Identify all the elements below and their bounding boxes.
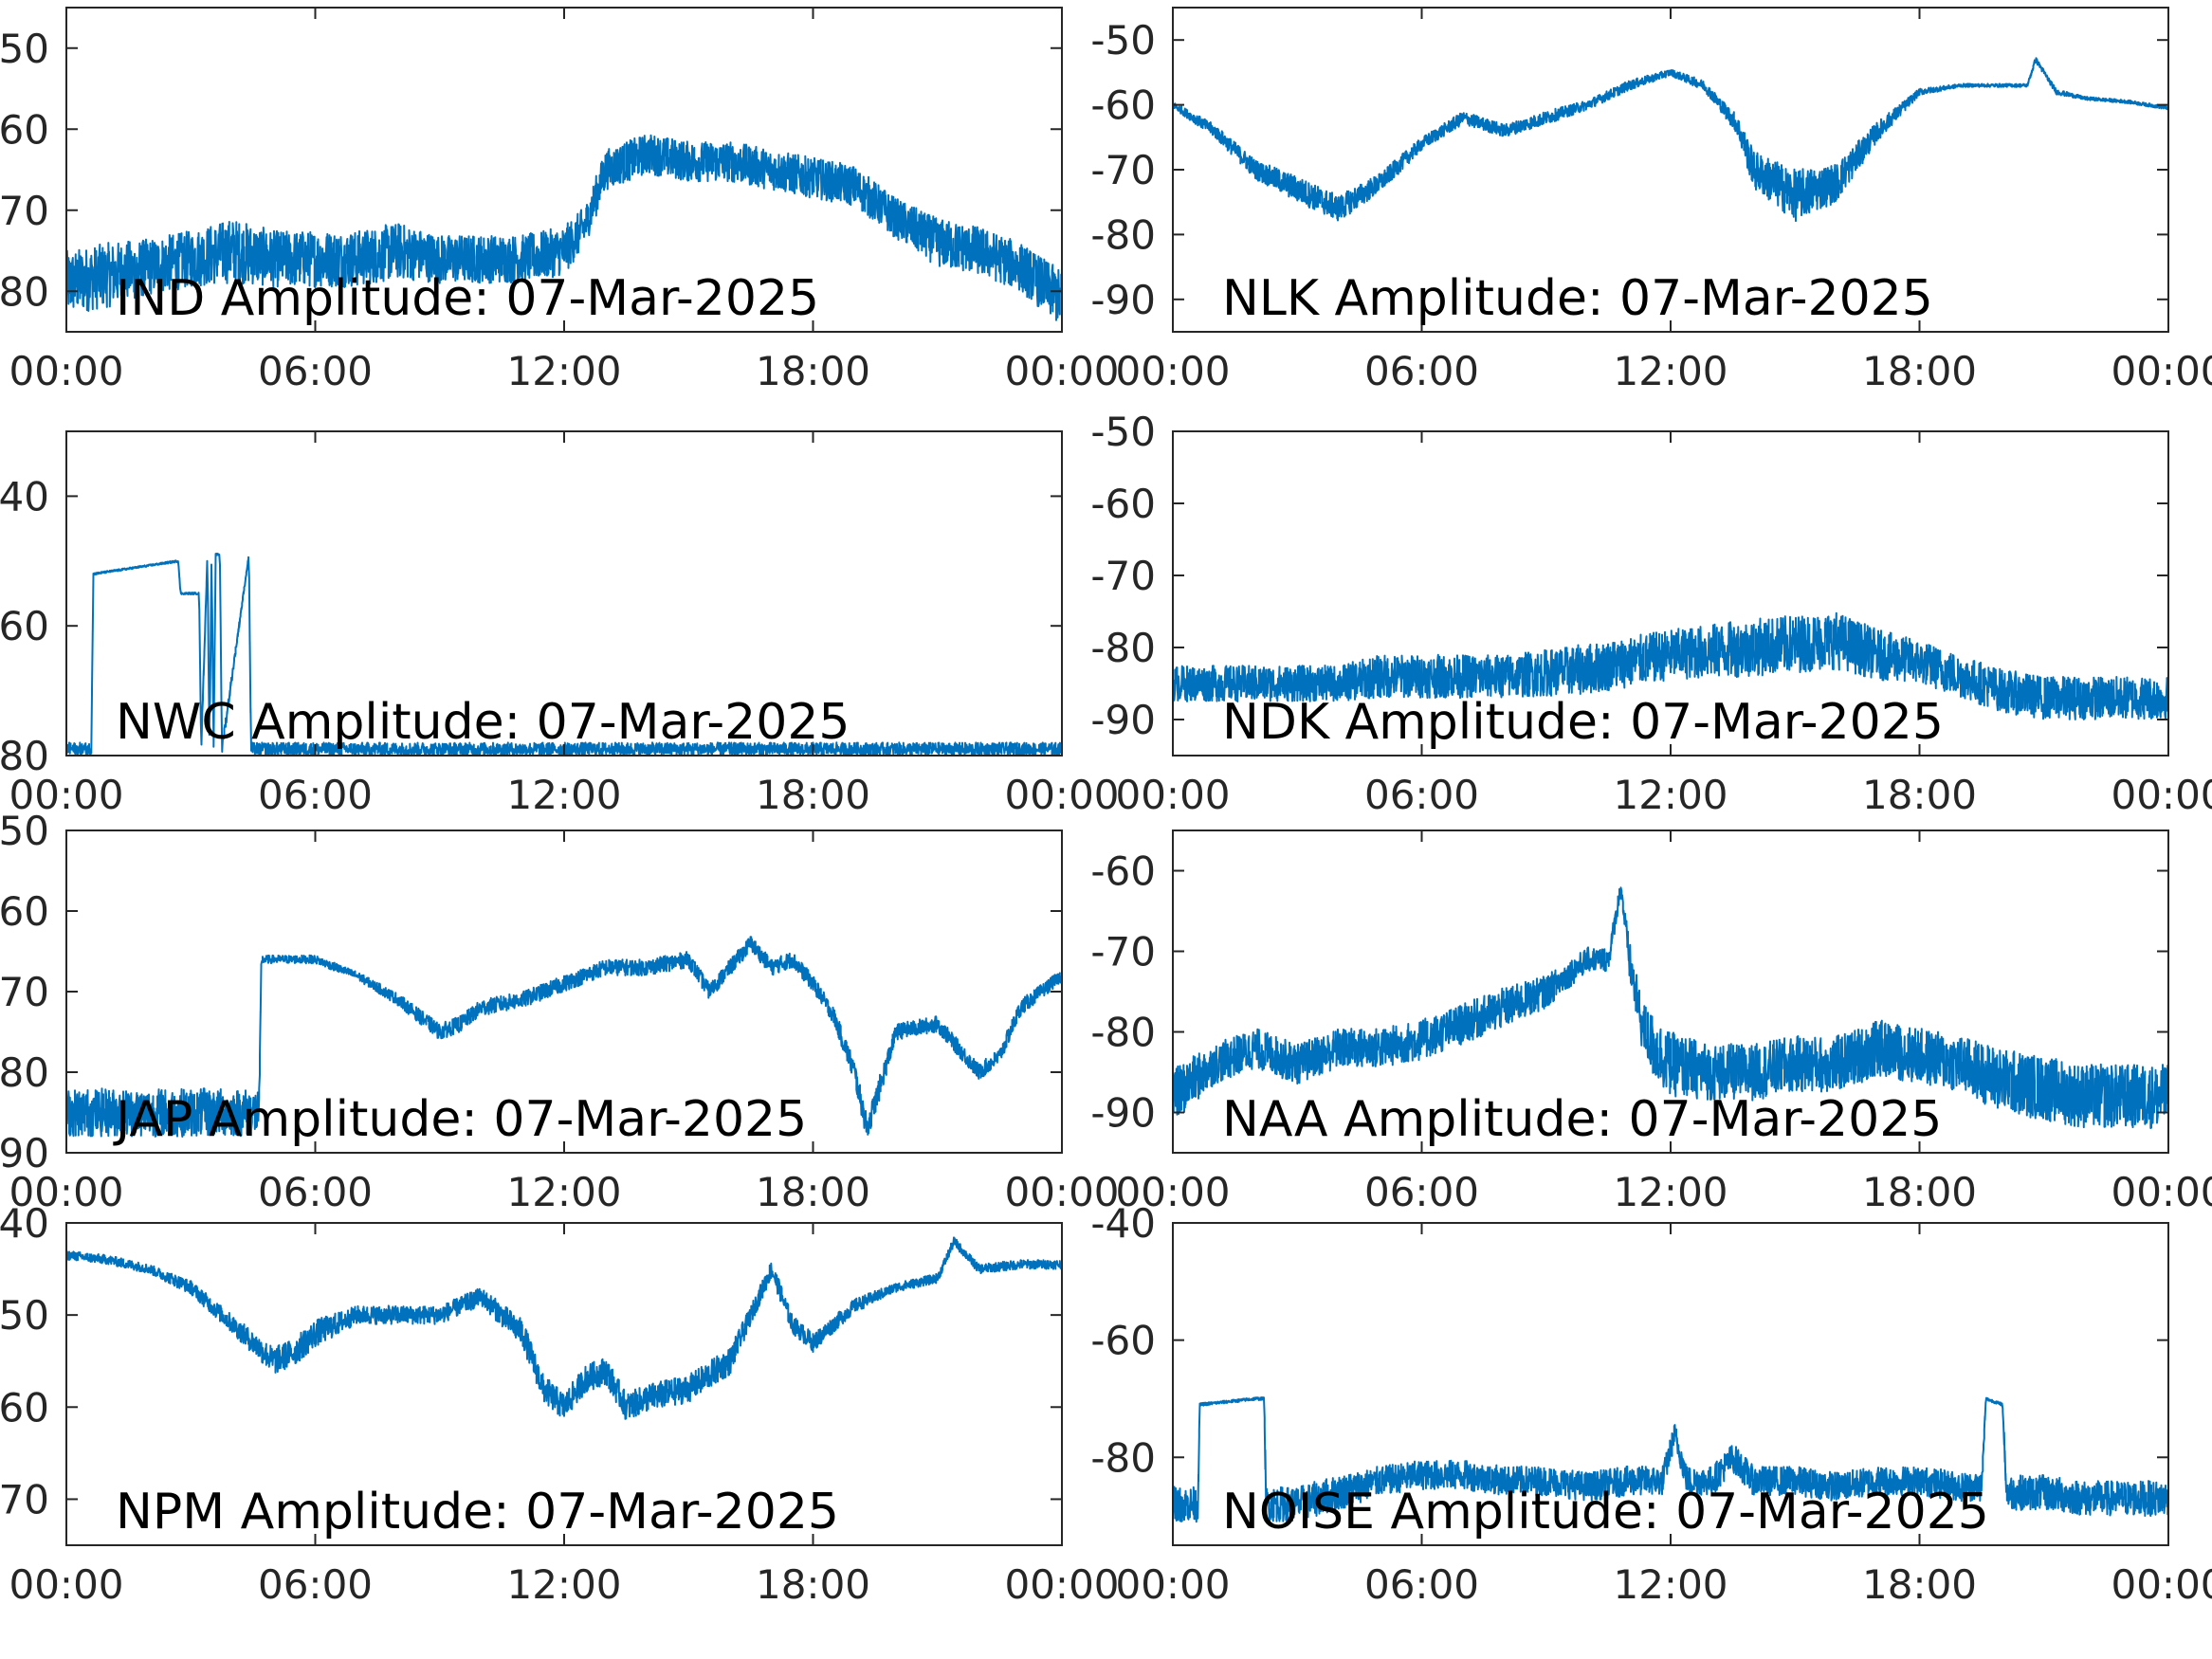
x-tick-label: 06:00 (1364, 772, 1479, 818)
x-tick-label: 00:00 (9, 1561, 123, 1608)
y-tick-label: 70 (0, 188, 49, 234)
y-tick-label: -50 (1090, 409, 1156, 455)
x-tick-label: 18:00 (756, 772, 870, 818)
x-tick-label: 00:00 (2111, 772, 2212, 818)
y-tick-label: -90 (1090, 1090, 1156, 1137)
x-tick-label: 00:00 (1004, 772, 1119, 818)
y-tick-label: 60 (0, 603, 49, 649)
x-tick-label: 12:00 (1613, 1561, 1728, 1608)
y-tick-label: -70 (1090, 553, 1156, 599)
y-tick-label: 90 (0, 1130, 49, 1176)
x-tick-label: 18:00 (1862, 1561, 1977, 1608)
y-tick-label: -70 (1090, 147, 1156, 193)
x-tick-label: 12:00 (1613, 772, 1728, 818)
x-tick-label: 00:00 (1115, 772, 1230, 818)
chart-panel-4: 00:00 06:00 12:00 18:00 00:00 -50 -60 -70 -80 -90… (1090, 409, 2212, 818)
x-tick-label: 12:00 (506, 772, 621, 818)
chart-panel-3: 00:00 06:00 12:00 18:00 00:00 40 60 80 NWC Ampli… (0, 430, 1120, 818)
y-tick-label: -50 (1090, 17, 1156, 64)
y-tick-label: -80 (1090, 1010, 1156, 1056)
x-tick-label: 00:00 (9, 348, 123, 394)
y-tick-label: 80 (0, 1049, 49, 1096)
y-tick-label: -90 (1090, 277, 1156, 323)
y-tick-label: 60 (0, 1384, 49, 1431)
series-line (66, 1236, 1062, 1420)
series-line (1173, 1396, 2168, 1523)
y-tick-label: 70 (0, 969, 49, 1015)
panel-title: JAP Amplitude: 07-Mar-2025 (113, 1091, 807, 1148)
y-tick-label: -70 (1090, 929, 1156, 975)
x-tick-label: 18:00 (1862, 348, 1977, 394)
y-tick-label: 70 (0, 1476, 49, 1522)
y-tick-label: -60 (1090, 481, 1156, 527)
x-tick-label: 00:00 (1115, 1561, 1230, 1608)
series-line (66, 936, 1062, 1138)
y-tick-label: 60 (0, 888, 49, 935)
chart-panel-8: 00:00 06:00 12:00 18:00 00:00 -40 -60 -80 NOISE … (1090, 1200, 2212, 1608)
x-tick-label: 18:00 (756, 1561, 870, 1608)
y-tick-label: 50 (0, 808, 49, 854)
y-tick-label: 60 (0, 106, 49, 153)
series-line (1173, 886, 2168, 1129)
y-tick-label: -90 (1090, 697, 1156, 743)
chart-panel-6: 00:00 06:00 12:00 18:00 00:00 -60 -70 -80 -90 NAA… (1090, 830, 2212, 1215)
x-tick-label: 12:00 (1613, 1169, 1728, 1215)
panel-title: NOISE Amplitude: 07-Mar-2025 (1222, 1484, 1989, 1540)
x-tick-label: 00:00 (2111, 1561, 2212, 1608)
y-tick-label: -40 (1090, 1200, 1156, 1247)
series-line (1173, 57, 2168, 223)
x-tick-label: 18:00 (756, 1169, 870, 1215)
y-tick-label: 40 (0, 1200, 49, 1247)
panel-title: NAA Amplitude: 07-Mar-2025 (1222, 1091, 1942, 1148)
x-tick-label: 00:00 (1004, 348, 1119, 394)
panel-title: NLK Amplitude: 07-Mar-2025 (1222, 270, 1933, 327)
x-tick-label: 18:00 (756, 348, 870, 394)
y-tick-label: 80 (0, 268, 49, 315)
series-line (66, 134, 1062, 321)
y-tick-label: -60 (1090, 848, 1156, 895)
x-tick-label: 00:00 (2111, 1169, 2212, 1215)
series-line (1173, 611, 2168, 720)
chart-panel-1: 00:00 06:00 12:00 18:00 00:00 50 60 70 80 IND Amp… (0, 7, 1120, 394)
chart-panel-2: 00:00 06:00 12:00 18:00 00:00 -50 -60 -70 -80 -90… (1090, 7, 2212, 394)
y-tick-label: -60 (1090, 82, 1156, 129)
y-tick-label: 50 (0, 1292, 49, 1339)
x-tick-label: 12:00 (506, 1169, 621, 1215)
panel-title: IND Amplitude: 07-Mar-2025 (116, 270, 819, 327)
x-tick-label: 00:00 (1115, 348, 1230, 394)
y-tick-label: 80 (0, 733, 49, 779)
y-tick-label: 40 (0, 473, 49, 520)
y-tick-label: 50 (0, 26, 49, 72)
y-tick-label: -80 (1090, 1434, 1156, 1481)
panel-title: NDK Amplitude: 07-Mar-2025 (1222, 694, 1944, 751)
panel-title: NPM Amplitude: 07-Mar-2025 (116, 1484, 839, 1540)
x-tick-label: 12:00 (1613, 348, 1728, 394)
x-tick-label: 06:00 (1364, 1561, 1479, 1608)
x-tick-label: 18:00 (1862, 772, 1977, 818)
x-tick-label: 06:00 (258, 348, 373, 394)
x-tick-label: 00:00 (1115, 1169, 1230, 1215)
x-tick-label: 00:00 (9, 1169, 123, 1215)
y-tick-label: -60 (1090, 1318, 1156, 1364)
y-tick-label: -80 (1090, 625, 1156, 671)
x-tick-label: 06:00 (258, 1561, 373, 1608)
y-tick-label: -80 (1090, 211, 1156, 258)
x-tick-label: 00:00 (2111, 348, 2212, 394)
chart-panel-5: 00:00 06:00 12:00 18:00 00:00 50 60 70 80 90 JAP A… (0, 808, 1120, 1215)
x-tick-label: 00:00 (9, 772, 123, 818)
x-tick-label: 06:00 (1364, 348, 1479, 394)
x-tick-label: 00:00 (1004, 1561, 1119, 1608)
panel-title: NWC Amplitude: 07-Mar-2025 (116, 694, 850, 751)
x-tick-label: 00:00 (1004, 1169, 1119, 1215)
x-tick-label: 18:00 (1862, 1169, 1977, 1215)
x-tick-label: 06:00 (1364, 1169, 1479, 1215)
x-tick-label: 12:00 (506, 1561, 621, 1608)
x-tick-label: 06:00 (258, 772, 373, 818)
x-tick-label: 06:00 (258, 1169, 373, 1215)
x-tick-label: 12:00 (506, 348, 621, 394)
chart-panel-7: 00:00 06:00 12:00 18:00 00:00 40 50 60 70 NPM Amp… (0, 1200, 1120, 1608)
